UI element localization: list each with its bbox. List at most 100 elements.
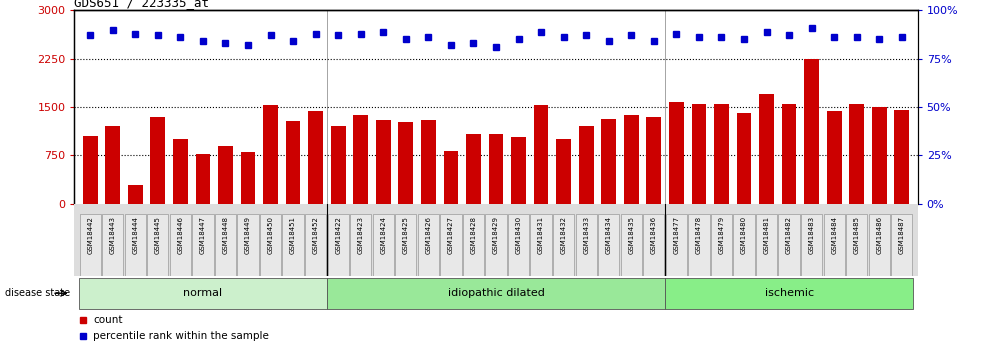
Text: GSM18479: GSM18479 [718, 216, 724, 254]
Bar [601, 119, 616, 204]
Text: GSM18423: GSM18423 [358, 216, 364, 254]
Text: GSM18486: GSM18486 [876, 216, 882, 254]
Bar [737, 113, 751, 204]
FancyBboxPatch shape [711, 215, 732, 276]
Bar [827, 111, 841, 204]
Bar [691, 105, 706, 204]
FancyBboxPatch shape [418, 215, 438, 276]
Text: disease state: disease state [5, 288, 70, 298]
Bar [579, 126, 593, 204]
Bar [309, 111, 323, 204]
Bar [805, 59, 819, 204]
Bar [173, 139, 187, 204]
FancyBboxPatch shape [643, 215, 665, 276]
Text: GSM18485: GSM18485 [854, 216, 860, 254]
Text: idiopathic dilated: idiopathic dilated [447, 288, 545, 298]
Text: GSM18442: GSM18442 [87, 216, 93, 254]
Bar [466, 134, 481, 204]
FancyBboxPatch shape [485, 215, 507, 276]
Text: GSM18483: GSM18483 [808, 216, 814, 254]
Bar [399, 122, 413, 204]
FancyBboxPatch shape [215, 215, 236, 276]
Bar [849, 104, 864, 204]
Text: GSM18447: GSM18447 [200, 216, 206, 254]
Text: GSM18444: GSM18444 [132, 216, 138, 254]
Bar [263, 105, 278, 204]
Text: GSM18433: GSM18433 [583, 216, 589, 254]
Bar [669, 102, 683, 204]
Text: normal: normal [184, 288, 222, 298]
FancyBboxPatch shape [666, 215, 686, 276]
Bar [421, 120, 435, 204]
Text: GSM18430: GSM18430 [516, 216, 522, 254]
Bar [714, 105, 729, 204]
Text: count: count [93, 315, 122, 325]
FancyBboxPatch shape [440, 215, 461, 276]
Text: percentile rank within the sample: percentile rank within the sample [93, 332, 269, 341]
FancyBboxPatch shape [846, 215, 867, 276]
FancyBboxPatch shape [891, 215, 913, 276]
FancyBboxPatch shape [823, 215, 845, 276]
Bar [511, 137, 526, 204]
Text: GSM18449: GSM18449 [245, 216, 251, 254]
Bar [489, 134, 503, 204]
FancyBboxPatch shape [756, 215, 777, 276]
Text: GSM18452: GSM18452 [312, 216, 318, 254]
Text: GSM18445: GSM18445 [155, 216, 161, 254]
Bar [534, 105, 549, 204]
Bar [443, 151, 458, 204]
Bar [759, 94, 774, 204]
Bar [286, 121, 301, 204]
Bar [83, 136, 97, 204]
FancyBboxPatch shape [463, 215, 484, 276]
FancyBboxPatch shape [801, 215, 822, 276]
FancyBboxPatch shape [508, 215, 529, 276]
FancyBboxPatch shape [260, 215, 281, 276]
FancyBboxPatch shape [733, 215, 755, 276]
FancyBboxPatch shape [79, 278, 327, 309]
Text: GSM18448: GSM18448 [222, 216, 228, 254]
FancyBboxPatch shape [779, 215, 800, 276]
FancyBboxPatch shape [305, 215, 326, 276]
FancyBboxPatch shape [554, 215, 574, 276]
Text: GSM18428: GSM18428 [470, 216, 476, 254]
Text: GSM18446: GSM18446 [178, 216, 184, 254]
Text: GSM18422: GSM18422 [335, 216, 341, 254]
FancyBboxPatch shape [575, 215, 597, 276]
FancyBboxPatch shape [373, 215, 394, 276]
FancyBboxPatch shape [327, 278, 665, 309]
Text: GSM18434: GSM18434 [606, 216, 612, 254]
FancyBboxPatch shape [598, 215, 619, 276]
FancyBboxPatch shape [102, 215, 123, 276]
Bar [195, 154, 210, 204]
Bar [872, 107, 887, 204]
Text: GSM18431: GSM18431 [538, 216, 544, 254]
Text: GSM18435: GSM18435 [628, 216, 634, 254]
Text: GSM18478: GSM18478 [696, 216, 702, 254]
Text: GSM18450: GSM18450 [268, 216, 274, 254]
Text: GSM18425: GSM18425 [403, 216, 409, 254]
FancyBboxPatch shape [147, 215, 169, 276]
Bar [376, 120, 391, 204]
Text: GSM18436: GSM18436 [651, 216, 657, 254]
Text: GSM18426: GSM18426 [426, 216, 432, 254]
FancyBboxPatch shape [665, 278, 913, 309]
Text: GSM18427: GSM18427 [448, 216, 454, 254]
Bar [895, 110, 909, 204]
Bar [218, 146, 233, 204]
Text: GSM18432: GSM18432 [560, 216, 566, 254]
Bar [557, 138, 571, 204]
Text: ischemic: ischemic [765, 288, 813, 298]
Bar [353, 115, 368, 204]
Text: GSM18484: GSM18484 [831, 216, 837, 254]
Bar [241, 152, 255, 204]
FancyBboxPatch shape [327, 215, 349, 276]
FancyBboxPatch shape [531, 215, 552, 276]
Text: GSM18443: GSM18443 [110, 216, 116, 254]
FancyBboxPatch shape [688, 215, 709, 276]
Text: GSM18429: GSM18429 [493, 216, 499, 254]
FancyBboxPatch shape [237, 215, 259, 276]
FancyBboxPatch shape [869, 215, 890, 276]
Text: GSM18480: GSM18480 [741, 216, 747, 254]
Text: GDS651 / 223335_at: GDS651 / 223335_at [74, 0, 209, 9]
